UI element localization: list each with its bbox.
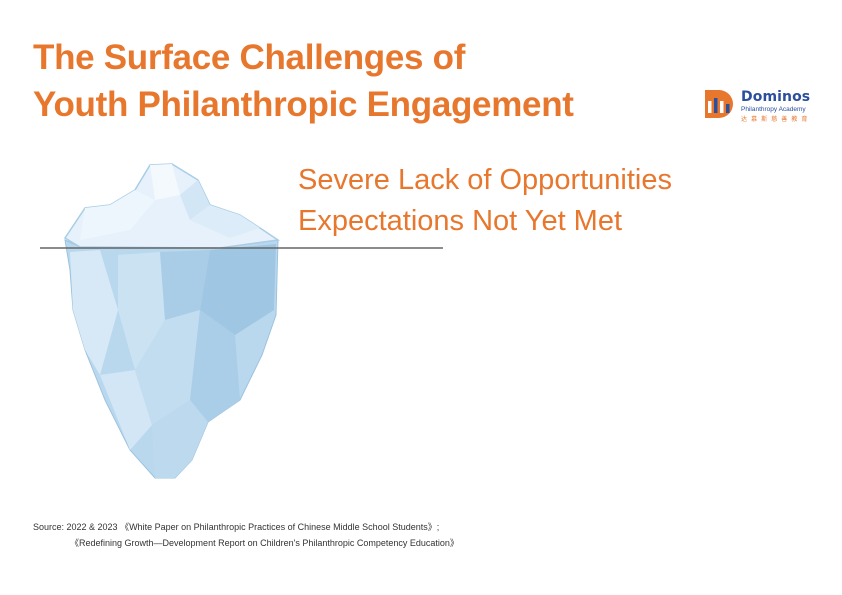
source-citation: Source: 2022 & 2023 《White Paper on Phil… (33, 519, 459, 551)
callout-lack-of-opportunities: Severe Lack of Opportunities (298, 164, 672, 196)
page-title: The Surface Challenges of Youth Philanth… (33, 34, 574, 128)
logo-chinese-name: 达 慕 斯 慈 善 教 育 (741, 117, 809, 123)
dominos-logo-icon (705, 90, 733, 118)
logo-name: Dominos (741, 89, 811, 105)
iceberg-illustration (40, 163, 443, 479)
challenge-callouts: Severe Lack of Opportunities Expectation… (298, 160, 672, 242)
source-line-1: Source: 2022 & 2023 《White Paper on Phil… (33, 522, 440, 532)
title-line-1: The Surface Challenges of (33, 38, 466, 77)
callout-expectations-not-met: Expectations Not Yet Met (298, 205, 623, 237)
logo-subtitle: Philanthropy Academy (741, 106, 806, 113)
brand-logo: Dominos Philanthropy Academy 达 慕 斯 慈 善 教… (703, 88, 818, 124)
source-line-2: 《Redefining Growth—Development Report on… (70, 538, 459, 548)
title-line-2: Youth Philanthropic Engagement (33, 85, 574, 124)
